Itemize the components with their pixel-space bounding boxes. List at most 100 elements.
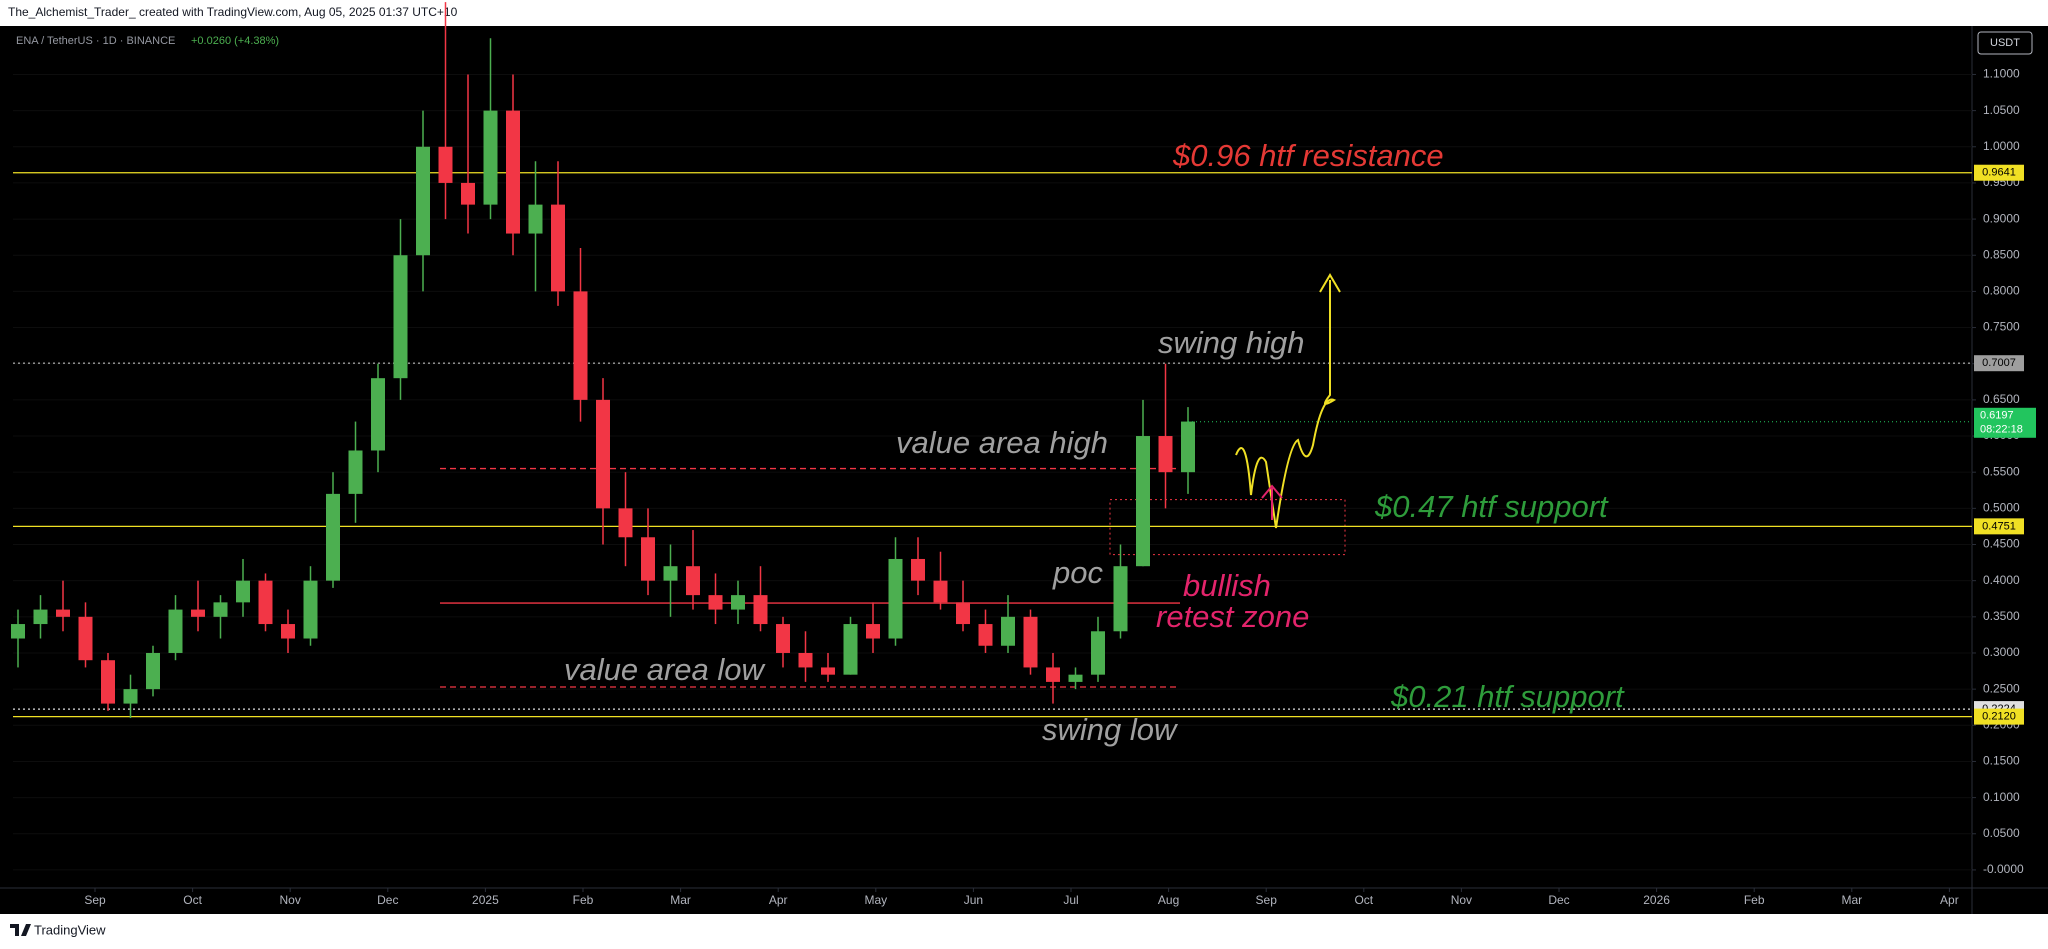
- candle-body: [956, 602, 970, 625]
- last-price-bg: [1974, 407, 2036, 438]
- x-tick-label: Mar: [1841, 893, 1862, 907]
- candle-body: [1158, 436, 1173, 473]
- x-tick-label: Oct: [183, 893, 202, 907]
- candle-body: [686, 566, 700, 596]
- x-tick-label: Aug: [1158, 893, 1179, 907]
- candle-body: [866, 624, 880, 639]
- candle-body: [461, 182, 475, 205]
- candle-body: [753, 595, 768, 625]
- y-tick-label: 0.8500: [1983, 247, 2020, 261]
- y-tick-label: 0.2500: [1983, 681, 2020, 695]
- y-tick-label: 0.6500: [1983, 392, 2020, 406]
- y-tick-label: 0.3500: [1983, 609, 2020, 623]
- candle-body: [101, 660, 115, 704]
- level-label: 0.4751: [1982, 520, 2016, 532]
- candle-body: [663, 566, 678, 581]
- candle-body: [1068, 674, 1083, 682]
- x-tick-label: Jun: [964, 893, 983, 907]
- candle-body: [506, 110, 520, 234]
- x-tick-label: Sep: [1256, 893, 1278, 907]
- candle-body: [1136, 436, 1150, 567]
- candle-body: [776, 624, 790, 653]
- currency: USDT: [1990, 37, 2020, 49]
- footer-bar: [0, 914, 2048, 949]
- candle-body: [798, 652, 813, 668]
- candle-body: [123, 689, 138, 704]
- candle-body: [168, 609, 183, 653]
- candle-body: [618, 508, 633, 538]
- candle-body: [1113, 566, 1128, 632]
- y-tick-label: 0.5500: [1983, 464, 2020, 478]
- annotation: swing low: [1042, 712, 1179, 747]
- candle-body: [236, 580, 250, 603]
- y-tick-label: 1.1000: [1983, 67, 2020, 81]
- candle-body: [1046, 667, 1060, 682]
- x-tick-label: 2025: [472, 893, 499, 907]
- header-bar: [0, 0, 2048, 26]
- candle-body: [56, 609, 70, 617]
- level-label-bg: [1974, 355, 2024, 372]
- level-label: 0.2120: [1982, 711, 2016, 723]
- x-tick-label: Jul: [1063, 893, 1078, 907]
- y-tick-label: 0.9000: [1983, 211, 2020, 225]
- candle-body: [393, 255, 408, 379]
- retest-arrow: [1261, 484, 1283, 520]
- level-label-bg: [1974, 518, 2024, 535]
- annotation: $0.21 htf support: [1390, 679, 1625, 714]
- x-tick-label: Nov: [280, 893, 301, 907]
- level-label-bg: [1974, 164, 2024, 181]
- annotation: value area low: [564, 652, 767, 687]
- x-tick-label: Feb: [573, 893, 594, 907]
- x-tick-label: Apr: [1940, 893, 1959, 907]
- x-tick-label: Sep: [84, 893, 106, 907]
- header-text: The_Alchemist_Trader_ created with Tradi…: [8, 5, 458, 19]
- y-tick-label: 0.8000: [1983, 284, 2020, 298]
- y-tick-label: 0.4000: [1983, 573, 2020, 587]
- x-tick-label: Dec: [377, 893, 398, 907]
- candle-body: [348, 450, 363, 494]
- candle-body: [708, 595, 723, 610]
- candle-body: [731, 595, 745, 610]
- annotation: $0.47 htf support: [1374, 489, 1609, 524]
- last-price-label: 0.6197: [1980, 410, 2014, 422]
- candle-body: [416, 146, 430, 256]
- candle-body: [213, 602, 228, 617]
- candle-body: [641, 537, 655, 581]
- candle-body: [843, 624, 858, 675]
- y-tick-label: 0.7500: [1983, 320, 2020, 334]
- annotation: swing high: [1158, 325, 1304, 360]
- candle-body: [303, 580, 318, 639]
- currency-box: [1977, 31, 2033, 55]
- candle-body: [1023, 616, 1038, 668]
- candle-body: [573, 291, 588, 400]
- candle-body: [258, 580, 273, 625]
- y-tick-label: 0.3000: [1983, 645, 2020, 659]
- candle-body: [438, 146, 453, 183]
- projection-arrowhead: [1319, 273, 1341, 293]
- x-tick-label: Dec: [1548, 893, 1569, 907]
- x-tick-label: May: [864, 893, 887, 907]
- x-tick-label: 2026: [1643, 893, 1670, 907]
- x-tick-label: Mar: [670, 893, 691, 907]
- x-tick-label: Apr: [769, 893, 788, 907]
- x-tick-label: Nov: [1451, 893, 1472, 907]
- price-change: +0.0260 (+4.38%): [191, 35, 279, 47]
- annotation: bullish: [1183, 568, 1271, 603]
- candle-body: [528, 204, 543, 234]
- candle-body: [1181, 421, 1195, 473]
- level-label-bg: [1974, 708, 2024, 725]
- candle-body: [821, 667, 835, 675]
- annotation: $0.96 htf resistance: [1172, 138, 1444, 173]
- candle-body: [78, 616, 93, 661]
- y-tick-label: 0.0500: [1983, 826, 2020, 840]
- y-tick-label: 1.0500: [1983, 103, 2020, 117]
- y-tick-label: 0.5000: [1983, 501, 2020, 515]
- level-label: 0.7007: [1982, 357, 2016, 369]
- candle-body: [11, 624, 25, 639]
- candle-body: [551, 204, 565, 292]
- annotation: retest zone: [1156, 599, 1309, 634]
- x-tick-label: Feb: [1744, 893, 1765, 907]
- candle-body: [888, 558, 903, 639]
- annotation: poc: [1052, 555, 1103, 590]
- candle-body: [483, 110, 498, 205]
